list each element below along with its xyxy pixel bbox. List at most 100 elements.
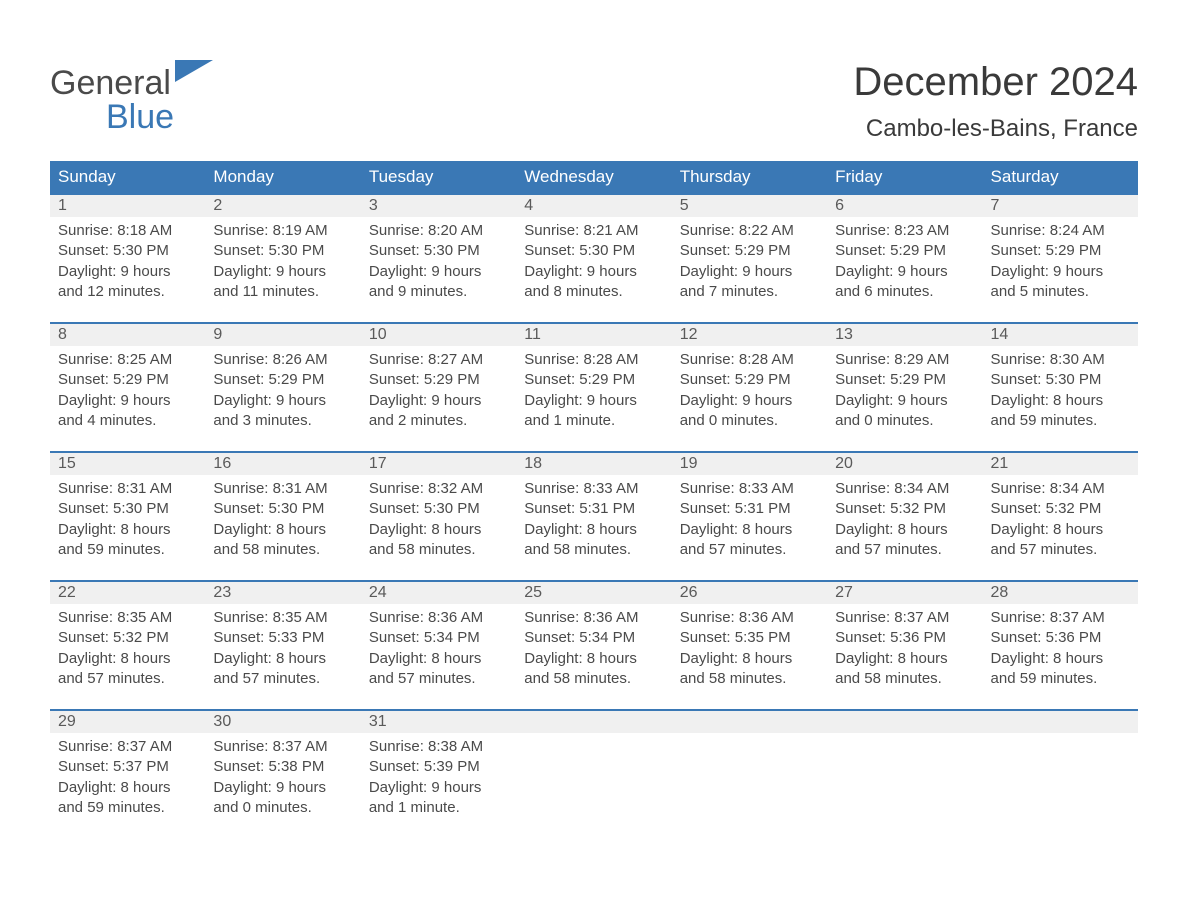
day-content: Sunrise: 8:26 AMSunset: 5:29 PMDaylight:… <box>205 346 360 431</box>
day-cell: Sunrise: 8:23 AMSunset: 5:29 PMDaylight:… <box>827 217 982 323</box>
day-number: 10 <box>361 323 516 346</box>
day-header: Friday <box>827 161 982 194</box>
day-sunset-line: Sunset: 5:30 PM <box>58 499 197 519</box>
day-cell: Sunrise: 8:34 AMSunset: 5:32 PMDaylight:… <box>827 475 982 581</box>
day-d2-line: and 59 minutes. <box>991 669 1130 689</box>
day-content: Sunrise: 8:19 AMSunset: 5:30 PMDaylight:… <box>205 217 360 302</box>
day-cell: Sunrise: 8:30 AMSunset: 5:30 PMDaylight:… <box>983 346 1138 452</box>
day-content: Sunrise: 8:23 AMSunset: 5:29 PMDaylight:… <box>827 217 982 302</box>
day-d2-line: and 58 minutes. <box>835 669 974 689</box>
day-content: Sunrise: 8:21 AMSunset: 5:30 PMDaylight:… <box>516 217 671 302</box>
day-content: Sunrise: 8:34 AMSunset: 5:32 PMDaylight:… <box>827 475 982 560</box>
day-d1-line: Daylight: 8 hours <box>524 520 663 540</box>
day-d2-line: and 59 minutes. <box>58 540 197 560</box>
day-d2-line: and 57 minutes. <box>680 540 819 560</box>
day-content: Sunrise: 8:37 AMSunset: 5:37 PMDaylight:… <box>50 733 205 818</box>
day-sunrise-line: Sunrise: 8:26 AM <box>213 350 352 370</box>
empty-day-cell <box>827 733 982 838</box>
day-sunrise-line: Sunrise: 8:33 AM <box>680 479 819 499</box>
page-header: General Blue December 2024 Cambo-les-Bai… <box>50 60 1138 143</box>
day-sunrise-line: Sunrise: 8:18 AM <box>58 221 197 241</box>
day-d1-line: Daylight: 8 hours <box>369 649 508 669</box>
day-content: Sunrise: 8:30 AMSunset: 5:30 PMDaylight:… <box>983 346 1138 431</box>
day-content: Sunrise: 8:31 AMSunset: 5:30 PMDaylight:… <box>205 475 360 560</box>
day-d1-line: Daylight: 8 hours <box>835 520 974 540</box>
day-d1-line: Daylight: 9 hours <box>991 262 1130 282</box>
day-number-row: 293031 <box>50 710 1138 733</box>
day-d2-line: and 57 minutes. <box>213 669 352 689</box>
day-cell: Sunrise: 8:25 AMSunset: 5:29 PMDaylight:… <box>50 346 205 452</box>
day-d2-line: and 12 minutes. <box>58 282 197 302</box>
day-number: 31 <box>361 710 516 733</box>
day-sunrise-line: Sunrise: 8:25 AM <box>58 350 197 370</box>
day-sunset-line: Sunset: 5:36 PM <box>835 628 974 648</box>
day-sunset-line: Sunset: 5:29 PM <box>835 370 974 390</box>
day-cell: Sunrise: 8:37 AMSunset: 5:36 PMDaylight:… <box>983 604 1138 710</box>
empty-day-cell <box>983 733 1138 838</box>
day-cell: Sunrise: 8:35 AMSunset: 5:33 PMDaylight:… <box>205 604 360 710</box>
day-number-row: 22232425262728 <box>50 581 1138 604</box>
day-d1-line: Daylight: 9 hours <box>58 391 197 411</box>
day-sunset-line: Sunset: 5:30 PM <box>524 241 663 261</box>
day-sunrise-line: Sunrise: 8:37 AM <box>213 737 352 757</box>
day-sunset-line: Sunset: 5:29 PM <box>369 370 508 390</box>
day-content: Sunrise: 8:37 AMSunset: 5:38 PMDaylight:… <box>205 733 360 818</box>
day-d1-line: Daylight: 9 hours <box>213 262 352 282</box>
day-cell: Sunrise: 8:36 AMSunset: 5:35 PMDaylight:… <box>672 604 827 710</box>
day-sunrise-line: Sunrise: 8:27 AM <box>369 350 508 370</box>
day-cell: Sunrise: 8:37 AMSunset: 5:37 PMDaylight:… <box>50 733 205 838</box>
day-sunrise-line: Sunrise: 8:29 AM <box>835 350 974 370</box>
day-d2-line: and 5 minutes. <box>991 282 1130 302</box>
day-sunrise-line: Sunrise: 8:36 AM <box>524 608 663 628</box>
day-cell: Sunrise: 8:38 AMSunset: 5:39 PMDaylight:… <box>361 733 516 838</box>
day-sunset-line: Sunset: 5:36 PM <box>991 628 1130 648</box>
day-sunset-line: Sunset: 5:37 PM <box>58 757 197 777</box>
day-sunset-line: Sunset: 5:32 PM <box>835 499 974 519</box>
day-content: Sunrise: 8:37 AMSunset: 5:36 PMDaylight:… <box>983 604 1138 689</box>
day-sunset-line: Sunset: 5:35 PM <box>680 628 819 648</box>
day-sunrise-line: Sunrise: 8:36 AM <box>369 608 508 628</box>
day-number: 15 <box>50 452 205 475</box>
day-number: 6 <box>827 194 982 217</box>
day-cell: Sunrise: 8:27 AMSunset: 5:29 PMDaylight:… <box>361 346 516 452</box>
day-d2-line: and 58 minutes. <box>524 669 663 689</box>
day-number-row: 891011121314 <box>50 323 1138 346</box>
day-number: 14 <box>983 323 1138 346</box>
day-sunset-line: Sunset: 5:32 PM <box>58 628 197 648</box>
day-d2-line: and 8 minutes. <box>524 282 663 302</box>
day-d1-line: Daylight: 8 hours <box>58 649 197 669</box>
day-header: Monday <box>205 161 360 194</box>
day-number: 5 <box>672 194 827 217</box>
day-d1-line: Daylight: 8 hours <box>991 649 1130 669</box>
day-content: Sunrise: 8:35 AMSunset: 5:32 PMDaylight:… <box>50 604 205 689</box>
day-number: 2 <box>205 194 360 217</box>
day-content: Sunrise: 8:28 AMSunset: 5:29 PMDaylight:… <box>672 346 827 431</box>
day-sunset-line: Sunset: 5:29 PM <box>991 241 1130 261</box>
day-number: 24 <box>361 581 516 604</box>
day-cell: Sunrise: 8:33 AMSunset: 5:31 PMDaylight:… <box>672 475 827 581</box>
day-d2-line: and 58 minutes. <box>213 540 352 560</box>
day-d1-line: Daylight: 8 hours <box>991 391 1130 411</box>
day-d1-line: Daylight: 9 hours <box>524 391 663 411</box>
day-content: Sunrise: 8:38 AMSunset: 5:39 PMDaylight:… <box>361 733 516 818</box>
day-sunrise-line: Sunrise: 8:36 AM <box>680 608 819 628</box>
day-sunset-line: Sunset: 5:33 PM <box>213 628 352 648</box>
empty-day-cell <box>672 733 827 838</box>
day-d1-line: Daylight: 8 hours <box>680 520 819 540</box>
day-d1-line: Daylight: 8 hours <box>369 520 508 540</box>
day-number: 7 <box>983 194 1138 217</box>
day-header: Wednesday <box>516 161 671 194</box>
day-sunset-line: Sunset: 5:31 PM <box>524 499 663 519</box>
month-title: December 2024 <box>853 60 1138 105</box>
empty-day-cell <box>516 733 671 838</box>
day-d2-line: and 57 minutes. <box>991 540 1130 560</box>
day-number: 19 <box>672 452 827 475</box>
day-number-row: 1234567 <box>50 194 1138 217</box>
day-content: Sunrise: 8:24 AMSunset: 5:29 PMDaylight:… <box>983 217 1138 302</box>
day-cell: Sunrise: 8:19 AMSunset: 5:30 PMDaylight:… <box>205 217 360 323</box>
day-d2-line: and 58 minutes. <box>680 669 819 689</box>
day-sunset-line: Sunset: 5:30 PM <box>991 370 1130 390</box>
day-cell: Sunrise: 8:31 AMSunset: 5:30 PMDaylight:… <box>205 475 360 581</box>
day-header: Saturday <box>983 161 1138 194</box>
day-d2-line: and 58 minutes. <box>369 540 508 560</box>
